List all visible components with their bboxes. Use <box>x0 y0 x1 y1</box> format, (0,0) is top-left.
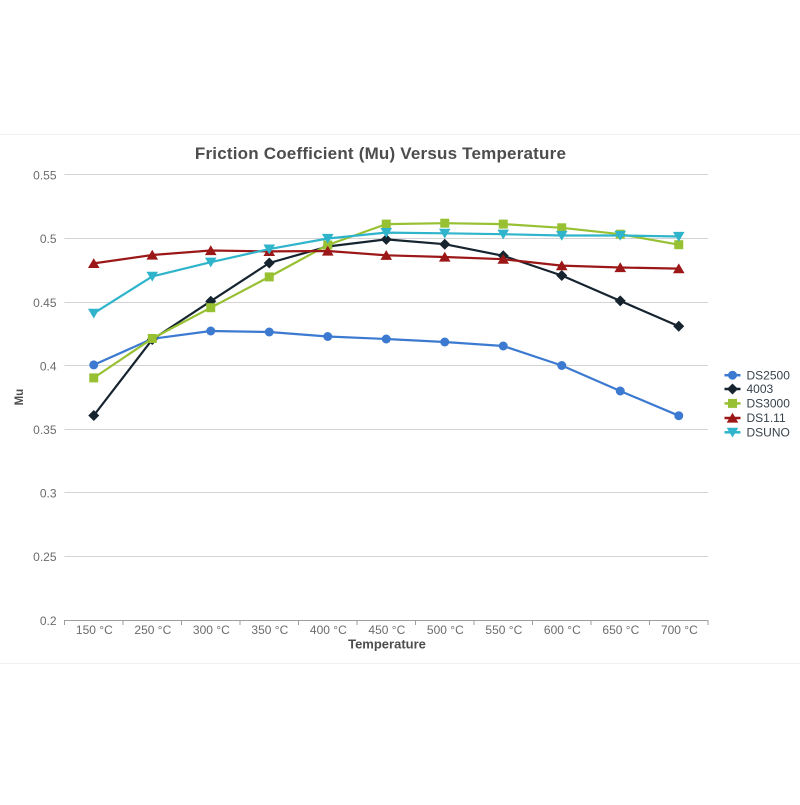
svg-text:0.25: 0.25 <box>33 550 57 564</box>
svg-text:600 °C: 600 °C <box>544 623 581 637</box>
svg-text:650 °C: 650 °C <box>602 623 639 637</box>
svg-text:DS2500: DS2500 <box>747 368 791 382</box>
svg-text:450 °C: 450 °C <box>368 623 405 637</box>
svg-text:0.4: 0.4 <box>40 359 57 373</box>
svg-text:Friction Coefficient (Mu) Vers: Friction Coefficient (Mu) Versus Tempera… <box>195 144 566 163</box>
svg-text:500 °C: 500 °C <box>427 623 464 637</box>
svg-text:0.3: 0.3 <box>40 487 57 501</box>
svg-text:4003: 4003 <box>747 382 774 396</box>
svg-text:300 °C: 300 °C <box>193 623 230 637</box>
svg-text:250 °C: 250 °C <box>134 623 171 637</box>
svg-text:DSUNO: DSUNO <box>747 426 790 440</box>
svg-text:0.55: 0.55 <box>33 169 57 183</box>
svg-text:0.5: 0.5 <box>40 232 57 246</box>
svg-text:0.45: 0.45 <box>33 296 57 310</box>
svg-text:Mu: Mu <box>14 389 26 406</box>
svg-text:150 °C: 150 °C <box>76 623 113 637</box>
svg-text:350 °C: 350 °C <box>251 623 288 637</box>
svg-text:550 °C: 550 °C <box>485 623 522 637</box>
svg-text:DS1.11: DS1.11 <box>747 411 786 425</box>
svg-text:Temperature: Temperature <box>348 637 426 652</box>
svg-text:400 °C: 400 °C <box>310 623 347 637</box>
svg-text:700 °C: 700 °C <box>661 623 698 637</box>
svg-text:DS3000: DS3000 <box>747 397 791 411</box>
svg-text:0.35: 0.35 <box>33 423 57 437</box>
svg-text:0.2: 0.2 <box>40 614 57 628</box>
